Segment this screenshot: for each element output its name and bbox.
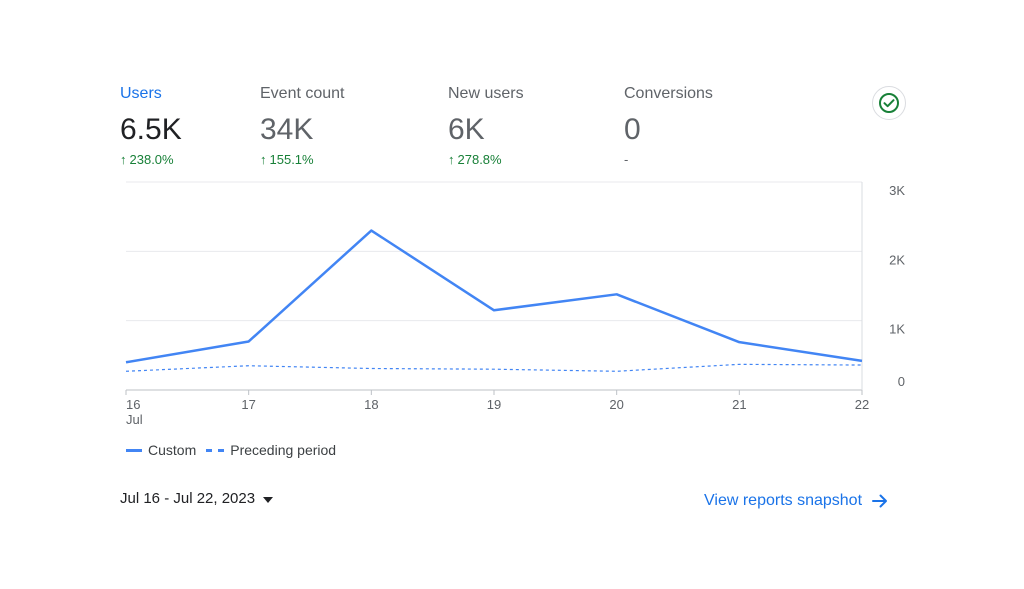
metric-change: ↑ 278.8%: [448, 151, 524, 169]
arrow-up-icon: ↑: [120, 152, 127, 167]
legend-swatch-dashed: [206, 448, 225, 452]
metric-change-value: 278.8%: [457, 152, 502, 167]
check-circle-button[interactable]: [872, 86, 906, 120]
x-tick-label: 19: [487, 397, 501, 412]
arrow-right-icon: [872, 494, 888, 508]
series-line-custom: [125, 229, 863, 364]
y-tick-label: 2K: [889, 252, 905, 267]
metric-change-value: 238.0%: [129, 152, 174, 167]
metric-change-value: 155.1%: [269, 152, 314, 167]
metric-label: New users: [448, 85, 524, 102]
legend-label: Custom: [148, 442, 197, 458]
metric-change: ↑ 155.1%: [260, 151, 345, 169]
legend-swatch-solid: [126, 448, 142, 452]
y-tick-label: 1K: [889, 322, 905, 337]
link-label: View reports snapshot: [704, 492, 863, 509]
metric-label: Event count: [260, 85, 345, 102]
caret-down-icon: [263, 496, 274, 503]
metric-change-value: -: [624, 152, 629, 167]
date-range-label: Jul 16 - Jul 22, 2023: [120, 490, 256, 507]
y-tick-label: 3K: [889, 183, 905, 198]
legend-item-preceding: Preceding period: [206, 442, 336, 458]
legend-label: Preceding period: [230, 442, 337, 458]
series-line-preceding: [125, 363, 863, 372]
x-tick-label: 21: [732, 397, 746, 412]
metric-label: Conversions: [624, 85, 713, 102]
x-tick-label: 20: [609, 397, 623, 412]
x-tick-label: 22: [855, 397, 869, 412]
date-range-dropdown[interactable]: Jul 16 - Jul 22, 2023: [120, 490, 274, 507]
metric-label: Users: [120, 85, 162, 102]
metric-value: 0: [624, 113, 641, 146]
legend-item-custom: Custom: [126, 442, 196, 458]
metric-event-count[interactable]: Event count 34K ↑ 155.1%: [260, 84, 345, 169]
metric-change: -: [624, 151, 713, 169]
chart-legend: Custom Preceding period: [126, 442, 336, 458]
y-tick-label: 0: [898, 374, 905, 389]
metric-value: 6.5K: [120, 113, 182, 146]
x-tick-label: 16: [126, 397, 140, 412]
metric-conversions[interactable]: Conversions 0 -: [624, 84, 713, 169]
check-circle-icon: [879, 93, 899, 113]
metric-new-users[interactable]: New users 6K ↑ 278.8%: [448, 84, 524, 169]
metric-users[interactable]: Users 6.5K ↑ 238.0%: [120, 84, 182, 169]
x-tick-label: 18: [364, 397, 378, 412]
arrow-up-icon: ↑: [448, 152, 455, 167]
metric-value: 6K: [448, 113, 485, 146]
arrow-up-icon: ↑: [260, 152, 267, 167]
x-tick-label: 17: [241, 397, 255, 412]
view-reports-snapshot-link[interactable]: View reports snapshot: [704, 492, 888, 510]
x-tick-sublabel: Jul: [126, 412, 143, 427]
metric-change: ↑ 238.0%: [120, 151, 182, 169]
metric-value: 34K: [260, 113, 314, 146]
